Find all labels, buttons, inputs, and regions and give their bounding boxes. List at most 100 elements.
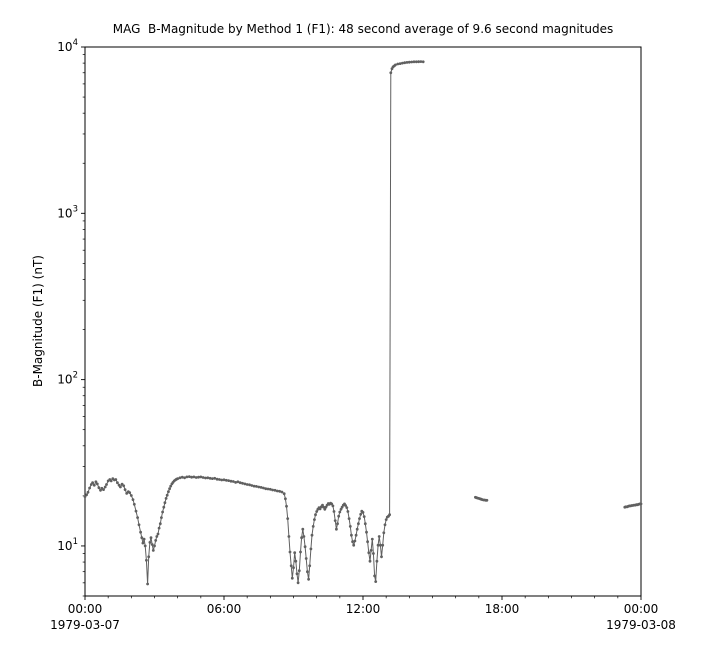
data-point bbox=[180, 475, 184, 479]
data-point bbox=[350, 533, 353, 537]
data-point bbox=[147, 555, 151, 559]
data-point bbox=[284, 497, 287, 501]
data-point bbox=[190, 475, 194, 479]
data-point bbox=[340, 505, 344, 509]
data-point bbox=[353, 539, 357, 543]
data-point bbox=[163, 501, 167, 505]
data-point bbox=[150, 543, 154, 546]
data-point bbox=[398, 62, 402, 65]
data-point bbox=[419, 60, 423, 63]
data-point bbox=[229, 479, 233, 483]
data-point bbox=[346, 510, 350, 513]
data-point bbox=[215, 477, 219, 481]
data-point bbox=[168, 487, 172, 491]
data-point bbox=[396, 62, 400, 66]
data-point bbox=[292, 566, 295, 570]
data-point bbox=[394, 63, 397, 67]
data-point bbox=[358, 517, 361, 520]
data-point bbox=[132, 502, 136, 506]
data-point bbox=[383, 523, 387, 527]
data-point bbox=[206, 476, 210, 480]
data-point bbox=[332, 510, 336, 513]
x-tick-label: 18:00 bbox=[485, 602, 520, 616]
data-point bbox=[376, 543, 380, 547]
data-point bbox=[192, 475, 196, 479]
data-point bbox=[318, 507, 322, 511]
data-point bbox=[103, 485, 107, 489]
data-point bbox=[421, 60, 425, 64]
x-tick-label: 00:00 bbox=[624, 602, 659, 616]
data-point bbox=[380, 555, 383, 559]
data-point bbox=[338, 510, 342, 514]
data-point bbox=[222, 478, 226, 482]
data-point bbox=[280, 490, 284, 494]
data-point bbox=[410, 60, 414, 64]
data-point bbox=[164, 497, 168, 500]
y-tick-label: 101 bbox=[57, 537, 78, 553]
data-point bbox=[224, 478, 228, 482]
data-point bbox=[165, 493, 169, 497]
data-point bbox=[639, 502, 643, 506]
data-point bbox=[234, 481, 238, 484]
data-point bbox=[362, 515, 366, 518]
data-point bbox=[297, 569, 301, 573]
data-point bbox=[83, 495, 87, 498]
data-point bbox=[344, 504, 347, 507]
data-point bbox=[187, 475, 191, 478]
data-point bbox=[148, 541, 152, 544]
y-tick-label: 102 bbox=[57, 371, 78, 387]
data-point bbox=[227, 479, 231, 482]
data-point bbox=[167, 490, 170, 494]
data-point bbox=[315, 510, 319, 513]
data-point bbox=[259, 486, 263, 489]
data-point bbox=[310, 533, 314, 537]
data-point bbox=[243, 482, 247, 486]
data-point bbox=[213, 476, 217, 480]
data-point bbox=[268, 487, 272, 491]
data-point bbox=[114, 478, 118, 481]
data-point bbox=[136, 516, 140, 519]
data-point bbox=[321, 503, 324, 507]
data-point bbox=[287, 535, 291, 538]
data-point bbox=[149, 536, 153, 540]
data-point bbox=[369, 549, 373, 552]
data-point bbox=[333, 519, 337, 522]
chart-title: MAG B-Magnitude by Method 1 (F1): 48 sec… bbox=[112, 22, 614, 36]
data-point bbox=[407, 60, 411, 64]
data-point bbox=[348, 525, 352, 528]
data-point bbox=[238, 481, 242, 485]
data-point bbox=[131, 498, 135, 501]
data-point bbox=[403, 61, 407, 65]
data-point bbox=[141, 541, 145, 545]
data-point bbox=[296, 581, 300, 585]
data-point bbox=[262, 486, 265, 490]
data-point bbox=[307, 577, 310, 581]
data-point bbox=[129, 494, 133, 497]
data-point bbox=[359, 512, 363, 516]
data-point bbox=[151, 549, 155, 552]
data-point bbox=[379, 543, 382, 547]
data-point bbox=[335, 527, 338, 531]
data-point bbox=[266, 487, 270, 491]
data-point bbox=[199, 475, 203, 479]
data-point bbox=[374, 580, 378, 583]
data-point bbox=[183, 476, 187, 480]
data-point bbox=[275, 489, 279, 493]
data-point bbox=[122, 484, 126, 488]
data-point bbox=[294, 559, 298, 563]
data-point bbox=[143, 544, 147, 548]
x-date-label: 1979-03-08 bbox=[606, 618, 676, 632]
data-point bbox=[363, 522, 367, 526]
data-point bbox=[142, 537, 146, 541]
data-point bbox=[302, 535, 306, 538]
data-point bbox=[123, 488, 127, 491]
data-point bbox=[153, 544, 156, 548]
data-point bbox=[314, 513, 317, 517]
data-point bbox=[86, 490, 90, 494]
data-point bbox=[156, 532, 160, 536]
data-point bbox=[331, 504, 335, 508]
data-point bbox=[375, 559, 379, 563]
data-point bbox=[160, 516, 163, 519]
data-point bbox=[311, 525, 315, 528]
data-point bbox=[372, 552, 375, 555]
